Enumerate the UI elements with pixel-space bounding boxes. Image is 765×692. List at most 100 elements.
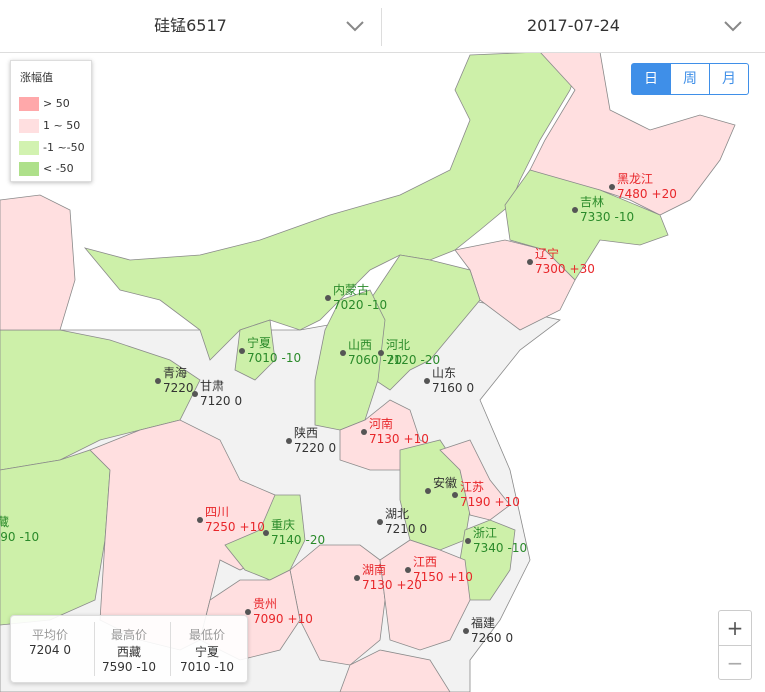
stat-label: 最高价 <box>110 628 147 642</box>
chevron[interactable] <box>723 19 743 33</box>
marker <box>361 429 367 435</box>
legend-item: 1 ~ 50 <box>19 119 80 133</box>
change: 0 <box>467 381 475 395</box>
province-name: 青海 <box>163 365 187 380</box>
province-name: 河北 <box>386 338 410 352</box>
marker <box>463 628 469 634</box>
change: -10 <box>20 530 40 544</box>
price: 7300 <box>535 262 566 276</box>
price: 7204 <box>28 643 60 657</box>
legend-label: -1 ~-50 <box>43 141 85 154</box>
change: -10 <box>282 351 302 365</box>
province-name: 江苏 <box>460 480 484 494</box>
province-value: 7140 -20 <box>271 533 325 547</box>
change: +10 <box>404 432 429 446</box>
province-value: 7120 0 <box>200 394 242 408</box>
price: 7150 <box>413 570 444 584</box>
change: -20 <box>383 353 403 367</box>
legend-title: 涨幅值 <box>20 71 53 84</box>
region <box>0 449 111 626</box>
marker <box>377 519 383 525</box>
lowest: 最低价 宁夏 7010 -10 <box>168 616 246 682</box>
change: -10 <box>214 660 234 674</box>
zoom-out[interactable]: − <box>726 651 744 675</box>
province-value: 7250 +10 <box>205 520 265 534</box>
stat-value: 7010 -10 <box>168 660 246 674</box>
region <box>339 649 451 692</box>
stat-province: 宁夏 <box>194 645 219 659</box>
province-name: 甘肃 <box>200 379 224 393</box>
product-select[interactable]: 硅锰6517 <box>0 0 381 52</box>
price: 7130 <box>362 578 393 592</box>
province-name: 陕西 <box>294 425 318 440</box>
stat-province: 西藏 <box>116 645 141 659</box>
change: -10 <box>136 660 156 674</box>
marker <box>340 350 346 356</box>
price: 7090 <box>253 612 284 626</box>
product: 硅锰6517 <box>154 16 227 35</box>
region <box>289 544 386 666</box>
period-button[interactable]: 月 <box>709 63 749 95</box>
marker <box>527 259 533 265</box>
marker <box>405 567 411 573</box>
summary: 平均价 7204 0 最高价 西藏 7590 -10 最低价 宁夏 7010 -… <box>10 615 248 683</box>
marker <box>572 207 578 213</box>
period-button[interactable]: 日 <box>631 63 671 95</box>
zoom-in[interactable]: + <box>719 611 751 646</box>
price: 7120 <box>200 394 231 408</box>
date: 2017-07-24 <box>527 16 620 35</box>
province-value: 7010 -10 <box>247 351 301 365</box>
province-name: 辽宁 <box>535 246 559 261</box>
change: +10 <box>240 520 265 534</box>
province-value: 7480 +20 <box>617 187 677 201</box>
province-name: 江西 <box>413 555 437 569</box>
legend-item: -1 ~-50 <box>19 141 85 155</box>
average: 平均价 7204 0 <box>11 616 89 682</box>
change: -10 <box>615 210 635 224</box>
price: 7260 <box>471 631 502 645</box>
region <box>234 319 276 381</box>
province-name: 山东 <box>432 366 456 380</box>
marker <box>378 350 384 356</box>
province-name: 西藏 <box>0 515 9 529</box>
province-value: 7060 -20 <box>348 353 402 367</box>
chevron[interactable] <box>345 19 365 33</box>
region <box>529 53 736 216</box>
marker <box>286 438 292 444</box>
province-name: 湖北 <box>385 506 409 521</box>
province-value: 7130 +10 <box>369 432 429 446</box>
province-value: 7330 -10 <box>580 210 634 224</box>
province-name: 浙江 <box>473 526 497 540</box>
province-name: 福建 <box>471 615 495 630</box>
legend-item: > 50 <box>19 97 70 111</box>
province-value: 7220 <box>163 381 194 395</box>
change: +30 <box>570 262 595 276</box>
region <box>89 419 291 651</box>
period-buttons: 日 周 月 <box>631 63 749 95</box>
price: 7340 <box>473 541 504 555</box>
date-select[interactable]: 2017-07-24 <box>382 0 765 52</box>
region <box>504 169 669 281</box>
marker <box>239 348 245 354</box>
legend-label: < -50 <box>43 162 74 175</box>
marker <box>425 488 431 494</box>
stat-value: 7590 -10 <box>90 660 168 674</box>
stat-label: 平均价 <box>31 628 68 642</box>
change: +20 <box>397 578 422 592</box>
province-value: 7020 -10 <box>333 298 387 312</box>
province-name: 内蒙古 <box>333 282 369 297</box>
period-button[interactable]: 周 <box>670 63 710 95</box>
province-value: 7160 0 <box>432 381 474 395</box>
change: 0 <box>329 441 337 455</box>
province-value: 7340 -10 <box>473 541 527 555</box>
change: +10 <box>495 495 520 509</box>
